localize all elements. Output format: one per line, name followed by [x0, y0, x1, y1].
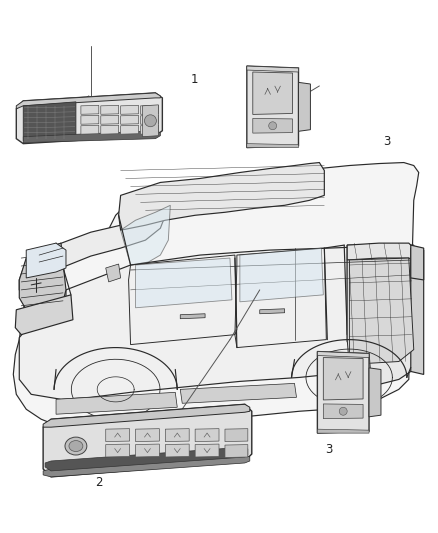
Polygon shape [165, 429, 189, 441]
Ellipse shape [69, 441, 83, 451]
Polygon shape [253, 118, 293, 133]
Polygon shape [81, 125, 99, 134]
Polygon shape [15, 295, 73, 335]
Polygon shape [347, 245, 414, 384]
Polygon shape [56, 392, 177, 414]
Text: 3: 3 [384, 135, 391, 148]
Polygon shape [19, 200, 165, 295]
Polygon shape [106, 429, 130, 441]
Polygon shape [195, 444, 219, 457]
Polygon shape [43, 404, 252, 477]
Polygon shape [323, 404, 363, 418]
Polygon shape [180, 314, 205, 319]
Polygon shape [225, 429, 248, 441]
Polygon shape [106, 264, 120, 282]
Ellipse shape [65, 437, 87, 455]
Polygon shape [347, 243, 414, 260]
Polygon shape [247, 66, 298, 148]
Polygon shape [43, 404, 250, 427]
Polygon shape [141, 115, 159, 124]
Polygon shape [43, 455, 250, 477]
Polygon shape [411, 245, 424, 280]
Polygon shape [135, 258, 232, 308]
Polygon shape [106, 444, 130, 457]
Polygon shape [19, 243, 66, 318]
Polygon shape [81, 115, 99, 124]
Polygon shape [120, 115, 138, 124]
Polygon shape [141, 106, 159, 114]
Polygon shape [165, 444, 189, 457]
Polygon shape [23, 102, 76, 141]
Polygon shape [253, 72, 293, 115]
Polygon shape [119, 163, 324, 230]
Polygon shape [240, 248, 323, 302]
Polygon shape [141, 125, 159, 134]
Polygon shape [318, 429, 369, 433]
Polygon shape [101, 115, 119, 124]
Polygon shape [120, 106, 138, 114]
Polygon shape [19, 245, 414, 399]
Polygon shape [120, 205, 170, 265]
Polygon shape [180, 383, 297, 403]
Polygon shape [101, 125, 119, 134]
Polygon shape [318, 352, 369, 433]
Polygon shape [323, 358, 363, 400]
Polygon shape [195, 429, 219, 441]
Polygon shape [16, 93, 160, 109]
Polygon shape [101, 106, 119, 114]
Polygon shape [135, 444, 159, 457]
Polygon shape [318, 352, 369, 358]
Polygon shape [411, 248, 424, 375]
Polygon shape [26, 243, 66, 278]
Polygon shape [298, 83, 311, 131]
Polygon shape [369, 368, 381, 417]
Polygon shape [135, 429, 159, 441]
Polygon shape [120, 125, 138, 134]
Polygon shape [23, 131, 160, 143]
Polygon shape [347, 258, 414, 365]
Circle shape [339, 407, 347, 415]
Polygon shape [81, 106, 99, 114]
Text: 3: 3 [325, 443, 333, 456]
Polygon shape [247, 66, 298, 72]
Polygon shape [16, 93, 162, 144]
Polygon shape [247, 144, 298, 148]
Text: 1: 1 [191, 74, 198, 86]
Polygon shape [225, 445, 248, 457]
Polygon shape [142, 105, 159, 136]
Polygon shape [260, 309, 285, 314]
Polygon shape [45, 447, 248, 471]
Text: 2: 2 [95, 477, 102, 489]
Circle shape [145, 115, 156, 127]
Circle shape [268, 122, 277, 130]
Polygon shape [13, 163, 419, 432]
